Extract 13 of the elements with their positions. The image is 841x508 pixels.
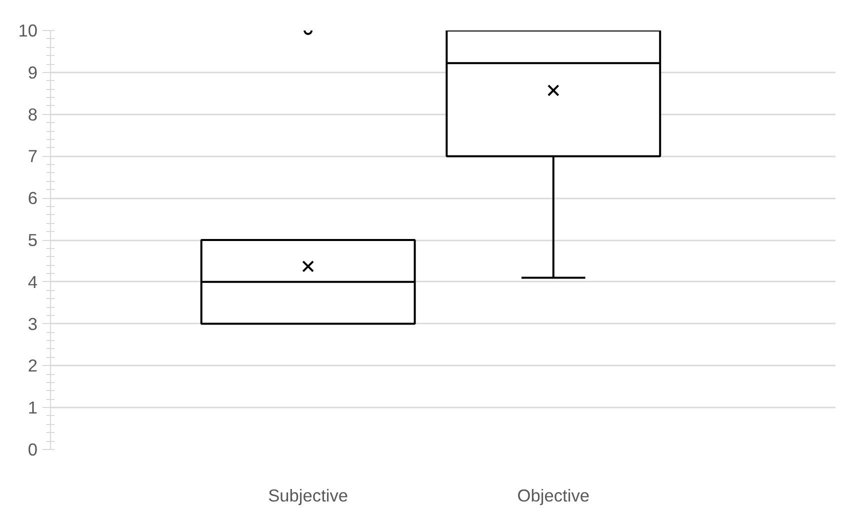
y-tick-label: 10 <box>18 20 38 40</box>
x-tick-label: Objective <box>517 486 590 506</box>
y-tick-label: 5 <box>28 230 38 250</box>
y-tick-label: 7 <box>28 146 38 166</box>
x-tick-label: Subjective <box>268 486 348 506</box>
y-tick-label: 9 <box>28 62 38 82</box>
y-tick-label: 0 <box>28 440 38 460</box>
y-tick-label: 8 <box>28 104 38 124</box>
y-tick-label: 1 <box>28 398 38 418</box>
y-tick-label: 4 <box>28 272 38 292</box>
y-tick-label: 6 <box>28 188 38 208</box>
y-tick-label: 3 <box>28 314 38 334</box>
y-tick-label: 2 <box>28 356 38 376</box>
